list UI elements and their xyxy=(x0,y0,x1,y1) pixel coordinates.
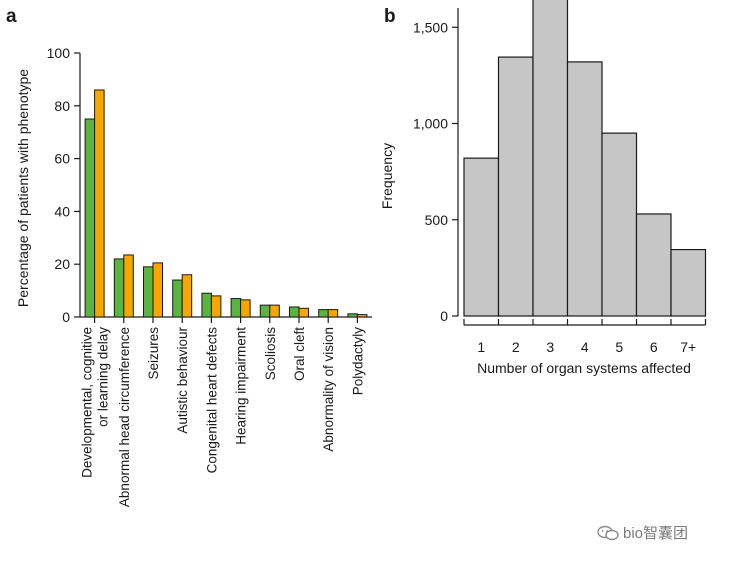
panel-b-bar xyxy=(635,213,672,317)
panel-a-bar-orange xyxy=(94,89,105,318)
panel-b-x-tick-label: 4 xyxy=(581,339,589,355)
panel-a-category-label: Hearing impairment xyxy=(234,327,249,445)
panel-a-bar-green xyxy=(318,309,329,318)
panel-b-x-tick-label: 2 xyxy=(512,339,520,355)
panel-a-label: a xyxy=(6,6,17,27)
panel-b-bar xyxy=(532,0,569,317)
watermark-text: bio智囊团 xyxy=(623,525,689,542)
panel-b-y-tick-label: 1,500 xyxy=(413,19,448,35)
panel-b-bar xyxy=(566,61,603,317)
panel-a-category-label: Oral cleft xyxy=(292,327,307,381)
panel-a-bar-green xyxy=(172,279,183,318)
panel-b-bar xyxy=(463,157,500,317)
panel-b-y-tick-label: 500 xyxy=(425,212,449,228)
panel-a-bar-orange xyxy=(327,309,339,318)
panel-b-x-tick-label: 7+ xyxy=(680,339,696,355)
panel-a-y-tick-label: 80 xyxy=(54,98,70,114)
panel-a-y-axis-label: Percentage of patients with phenotype xyxy=(15,69,31,307)
panel-a-category-label: Scoliosis xyxy=(263,327,278,381)
panel-a-bar-orange xyxy=(210,295,222,318)
panel-b-x-tick-label: 5 xyxy=(615,339,623,355)
panel-b-y-tick-label: 0 xyxy=(440,308,448,324)
panel-a-bar-green xyxy=(143,266,154,318)
panel-a-category-labels: Developmental, cognitive or learning dela… xyxy=(80,327,366,508)
panel-a-category-label: Abnormality of vision xyxy=(321,327,336,452)
panel-a-bars xyxy=(84,89,368,318)
panel-a-bar-green xyxy=(201,292,212,318)
panel-a-y-tick-label: 60 xyxy=(54,151,70,167)
panel-b-x-tick-label: 3 xyxy=(546,339,554,355)
panel-a-x-axis xyxy=(80,316,372,323)
panel-b-bar xyxy=(670,248,707,317)
panel-b-bar xyxy=(601,132,638,317)
panel-b-x-tick-label: 1 xyxy=(477,339,485,355)
panel-b-y-axis: 0 500 1,000 1,500 xyxy=(413,8,459,324)
panel-a-bar-green xyxy=(347,313,358,318)
panel-a-category-label: or learning delay xyxy=(96,327,111,427)
panel-a-y-axis: 0 20 40 60 80 100 xyxy=(47,45,81,325)
panel-a-y-tick-label: 0 xyxy=(62,309,70,325)
watermark: bio智囊团 xyxy=(597,522,688,543)
wechat-icon xyxy=(597,525,619,540)
panel-a-bar-orange xyxy=(123,254,134,318)
panel-b-x-axis: 1 2 3 4 5 6 7+ xyxy=(463,319,707,355)
panel-a-category-label: Abnormal head circumference xyxy=(117,327,132,507)
panel-a-y-tick-label: 100 xyxy=(47,45,71,61)
panel-b-x-axis-label: Number of organ systems affected xyxy=(477,360,691,376)
panel-a-category-label: Seizures xyxy=(146,327,161,380)
panel-a-bar-orange xyxy=(298,307,309,318)
panel-a-category-label: Congenital heart defects xyxy=(204,327,219,474)
panel-b-y-axis-label: Frequency xyxy=(379,143,395,209)
panel-a-bar-green xyxy=(289,306,300,318)
panel-a-bar-green xyxy=(259,304,271,318)
panel-b-bars xyxy=(463,0,707,317)
panel-a-bar-green xyxy=(113,258,125,318)
panel-a-bar-orange xyxy=(269,304,280,318)
panel-a-category-label: Developmental, cognitive xyxy=(80,327,95,478)
panel-a-category-label: Autistic behaviour xyxy=(175,327,190,434)
panel-a-bar-orange xyxy=(356,314,368,318)
panel-a-category-label: Polydactyly xyxy=(350,327,365,396)
panel-b-x-tick-label: 6 xyxy=(650,339,658,355)
panel-a-phenotype-chart: a Percentage of patients with phenotype … xyxy=(6,6,372,507)
panel-a-y-tick-label: 20 xyxy=(54,256,70,272)
panel-a-y-tick-label: 40 xyxy=(54,203,70,219)
panel-b-label: b xyxy=(384,6,396,27)
panel-b-histogram: b Frequency Number of organ systems affe… xyxy=(379,0,707,376)
panel-a-bar-orange xyxy=(181,274,193,318)
panel-a-bar-orange xyxy=(240,299,251,318)
panel-b-y-tick-label: 1,000 xyxy=(413,116,448,132)
panel-a-bar-orange xyxy=(152,262,163,318)
panel-b-bar xyxy=(497,56,534,317)
panel-a-bar-green xyxy=(84,118,96,318)
panel-a-bar-green xyxy=(230,298,242,318)
